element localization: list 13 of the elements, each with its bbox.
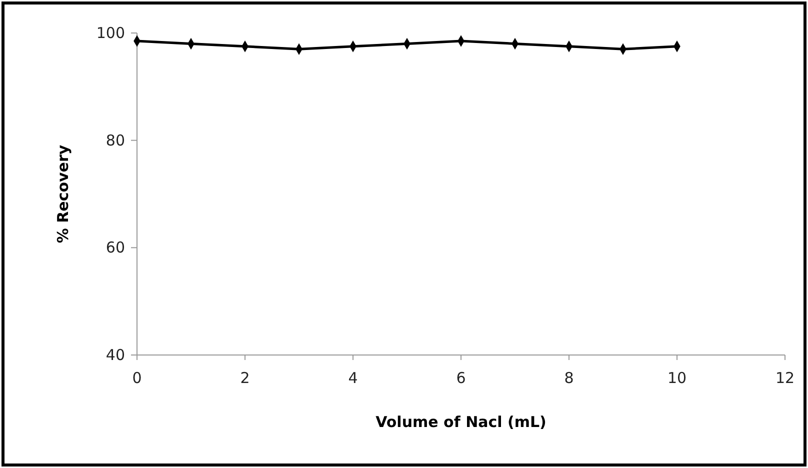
- x-tick-label: 0: [132, 369, 142, 387]
- y-axis-title: % Recovery: [54, 144, 72, 244]
- x-tick-label: 6: [456, 369, 466, 387]
- x-tick-label: 10: [667, 369, 687, 387]
- y-tick-label: 100: [96, 24, 125, 42]
- x-tick-label: 4: [348, 369, 358, 387]
- x-tick-label: 8: [564, 369, 574, 387]
- x-tick-label: 2: [240, 369, 250, 387]
- x-tick-label: 12: [775, 369, 795, 387]
- y-tick-label: 40: [106, 346, 125, 364]
- y-tick-label: 60: [106, 238, 125, 257]
- y-tick-label: 80: [106, 131, 125, 150]
- x-axis-title: Volume of Nacl (mL): [376, 413, 546, 431]
